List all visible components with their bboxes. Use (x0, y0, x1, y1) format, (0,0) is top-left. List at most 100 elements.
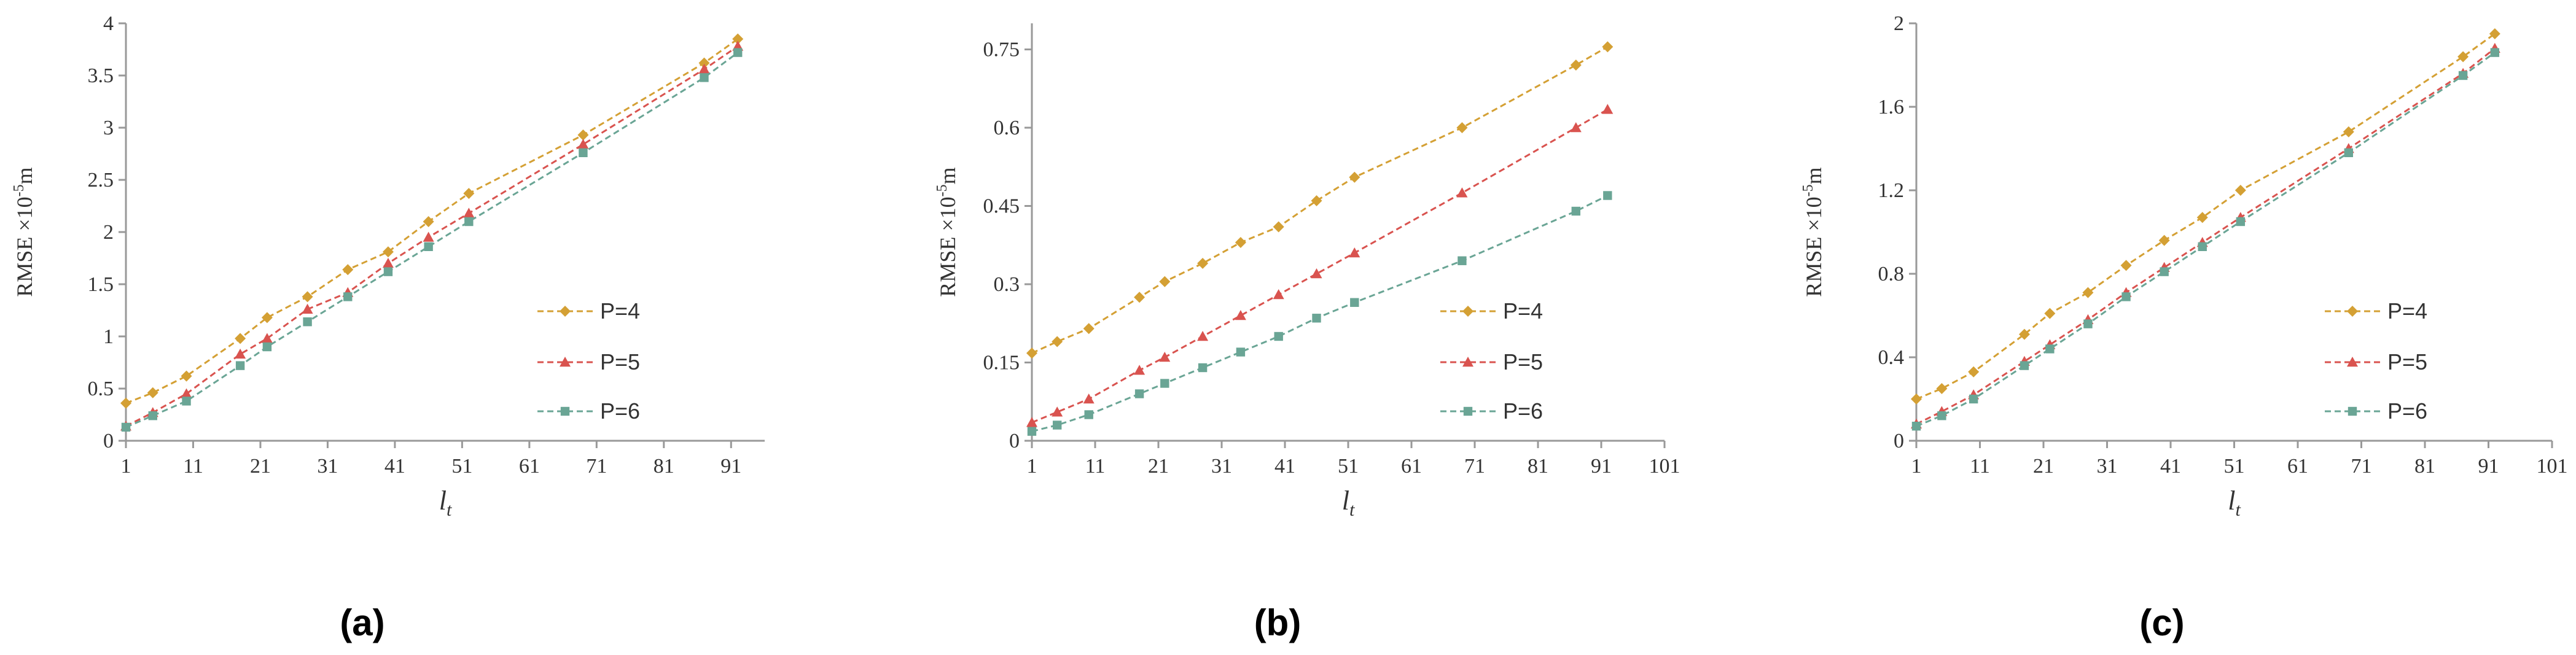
x-tick-label: 31 (2097, 455, 2118, 478)
x-tick-label: 51 (1338, 455, 1359, 478)
chart-1: 00.511.522.533.541 11 21 31 41 51 61 71 81 91RMSE… (11, 12, 765, 643)
legend-label: P=4 (600, 298, 640, 324)
data-point (423, 231, 434, 242)
x-axis-label-subscript: t (447, 500, 452, 520)
data-point (181, 388, 192, 398)
legend-entry: P=6 (537, 398, 640, 424)
data-point (1273, 221, 1284, 233)
x-axis-label: lt (2228, 486, 2241, 520)
data-point (2196, 212, 2208, 223)
legend-marker (560, 357, 571, 367)
data-point (1274, 331, 1283, 341)
data-point (1159, 352, 1171, 362)
series-line (1031, 108, 1609, 424)
legend-marker (1462, 357, 1473, 367)
x-axis-label-subscript: t (1349, 500, 1355, 520)
data-point (700, 73, 709, 82)
data-point (1236, 347, 1246, 357)
data-point (2045, 344, 2055, 354)
legend-marker (1463, 406, 1473, 416)
data-point (181, 370, 192, 382)
x-tick-label: 41 (384, 455, 405, 478)
data-point (1456, 122, 1468, 133)
y-tick-label: 4 (103, 12, 114, 35)
y-tick-label: 1.5 (88, 273, 114, 296)
x-tick-label: 61 (2287, 455, 2308, 478)
y-tick-label: 0.15 (983, 352, 1020, 374)
data-point (383, 267, 393, 276)
data-point (1027, 427, 1037, 436)
y-axis-label-main: RMSE ×10 (1801, 196, 1826, 296)
data-point (1571, 206, 1580, 216)
data-point (1936, 383, 1948, 394)
legend-entry: P=5 (2325, 349, 2427, 374)
chart-caption: (a) (340, 602, 384, 643)
x-axis-label-subscript: t (2235, 500, 2241, 520)
data-point (2020, 361, 2029, 370)
y-tick-label: 0 (1894, 430, 1904, 452)
legend-marker (2347, 357, 2358, 367)
legend-label: P=5 (600, 349, 640, 374)
data-point (1084, 410, 1093, 419)
y-tick-label: 0 (103, 430, 114, 452)
y-tick-label: 3 (103, 117, 114, 139)
x-tick-label: 91 (2478, 455, 2499, 478)
data-point (1273, 289, 1284, 300)
legend-entry: P=4 (2325, 298, 2427, 324)
data-point (1570, 122, 1582, 133)
data-point (1937, 411, 1946, 421)
data-point (1159, 276, 1171, 287)
legend-entry: P=5 (537, 349, 640, 374)
y-axis-label-exponent: -5 (934, 184, 950, 196)
chart-2: 00.150.30.450.60.751 11 21 31 41 51 61 71 81 91 10… (934, 23, 1680, 643)
x-tick-label: 81 (1528, 455, 1548, 478)
data-point (2344, 148, 2353, 157)
x-tick-label: 61 (519, 455, 540, 478)
data-point (1968, 366, 1980, 378)
data-point (2120, 260, 2132, 271)
chart-caption: (c) (2139, 602, 2184, 643)
x-tick-label: 71 (586, 455, 607, 478)
data-point (577, 139, 589, 149)
x-tick-label: 31 (317, 455, 338, 478)
x-tick-label: 31 (1211, 455, 1232, 478)
x-tick-label: 21 (250, 455, 271, 478)
data-point (382, 246, 394, 258)
data-point (424, 242, 433, 251)
x-tick-label: 81 (654, 455, 674, 478)
data-point (1349, 247, 1360, 258)
x-axis-label-main: l (439, 486, 447, 516)
legend-label: P=6 (1503, 398, 1543, 424)
x-tick-label: 71 (2351, 455, 2372, 478)
data-point (120, 397, 131, 409)
legend-entry: P=4 (537, 298, 640, 324)
x-tick-label: 1 (121, 455, 131, 478)
data-point (2198, 242, 2207, 251)
y-axis-label: RMSE ×10-5m (934, 167, 960, 296)
data-point (1083, 323, 1095, 335)
series-line (125, 45, 739, 427)
legend-entry: P=6 (1440, 398, 1543, 424)
y-tick-label: 0 (1009, 430, 1020, 452)
data-point (235, 361, 245, 370)
data-point (464, 217, 474, 227)
legend-entry: P=6 (2325, 398, 2427, 424)
y-axis-label-main: RMSE ×10 (12, 196, 37, 296)
x-tick-label: 11 (183, 455, 203, 478)
x-tick-label: 81 (2414, 455, 2435, 478)
data-point (2458, 71, 2468, 80)
data-point (2083, 319, 2093, 328)
series-P6 (1911, 48, 2500, 431)
y-tick-label: 3.5 (88, 64, 114, 87)
y-axis-label-exponent: -5 (11, 184, 27, 196)
data-point (463, 207, 475, 218)
data-point (698, 57, 710, 69)
data-point (1311, 195, 1322, 206)
legend-label: P=4 (2387, 298, 2427, 324)
data-point (342, 264, 354, 276)
x-axis-label-main: l (1342, 486, 1349, 516)
data-point (2082, 287, 2094, 298)
x-tick-label: 11 (1085, 455, 1106, 478)
data-point (2457, 51, 2469, 63)
data-point (302, 291, 313, 303)
